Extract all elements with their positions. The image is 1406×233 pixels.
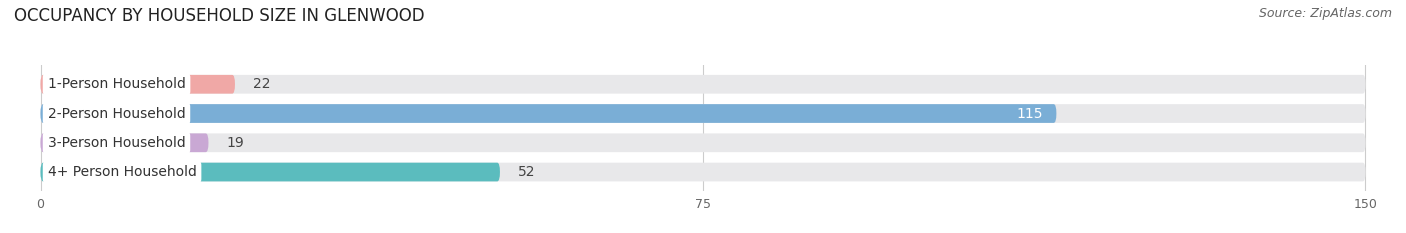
FancyBboxPatch shape <box>41 104 1365 123</box>
FancyBboxPatch shape <box>41 134 208 152</box>
Text: 1-Person Household: 1-Person Household <box>48 77 186 91</box>
FancyBboxPatch shape <box>41 163 501 182</box>
Text: 4+ Person Household: 4+ Person Household <box>48 165 197 179</box>
Text: Source: ZipAtlas.com: Source: ZipAtlas.com <box>1258 7 1392 20</box>
Text: 2-Person Household: 2-Person Household <box>48 106 186 120</box>
Text: 3-Person Household: 3-Person Household <box>48 136 186 150</box>
Text: 52: 52 <box>517 165 536 179</box>
Text: 115: 115 <box>1017 106 1043 120</box>
FancyBboxPatch shape <box>41 163 1365 182</box>
FancyBboxPatch shape <box>41 75 1365 94</box>
FancyBboxPatch shape <box>41 134 1365 152</box>
Text: 19: 19 <box>226 136 243 150</box>
FancyBboxPatch shape <box>41 104 1056 123</box>
FancyBboxPatch shape <box>41 75 235 94</box>
Text: 22: 22 <box>253 77 270 91</box>
Text: OCCUPANCY BY HOUSEHOLD SIZE IN GLENWOOD: OCCUPANCY BY HOUSEHOLD SIZE IN GLENWOOD <box>14 7 425 25</box>
